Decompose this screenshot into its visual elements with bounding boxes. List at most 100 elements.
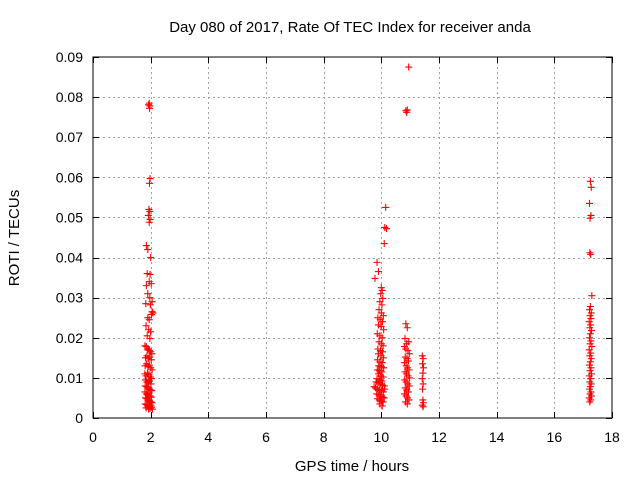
data-point <box>145 101 153 109</box>
data-point <box>142 322 150 330</box>
y-axis-label: ROTI / TECUs <box>6 190 23 286</box>
data-point <box>379 342 387 350</box>
data-point <box>588 327 596 335</box>
data-point <box>379 373 387 381</box>
data-point <box>378 348 386 356</box>
data-point <box>147 280 155 288</box>
x-tick-label: 2 <box>147 429 155 445</box>
data-points <box>141 63 596 413</box>
x-tick-label: 8 <box>320 429 328 445</box>
y-tick-label: 0.07 <box>56 129 83 145</box>
data-point <box>403 324 411 332</box>
data-point <box>401 335 409 343</box>
data-point <box>405 382 413 390</box>
x-tick-label: 14 <box>489 429 505 445</box>
data-point <box>146 207 154 215</box>
data-point <box>380 364 388 372</box>
data-point <box>402 320 410 328</box>
y-tick-label: 0.02 <box>56 330 83 346</box>
data-point <box>147 380 155 388</box>
data-point <box>142 300 150 308</box>
data-point <box>379 294 387 302</box>
data-point <box>147 386 155 394</box>
data-point <box>404 357 412 365</box>
x-tick-label: 18 <box>604 429 620 445</box>
data-point <box>585 318 593 326</box>
data-point <box>586 334 594 342</box>
data-point <box>383 225 391 233</box>
data-point <box>147 328 155 336</box>
x-tick-label: 6 <box>262 429 270 445</box>
data-point <box>405 366 413 374</box>
y-tick-label: 0 <box>75 410 83 426</box>
grid-lines <box>93 57 612 418</box>
data-point <box>405 63 413 71</box>
y-tick-label: 0.03 <box>56 290 83 306</box>
data-point <box>147 356 155 364</box>
x-tick-label: 16 <box>547 429 563 445</box>
x-tick-label: 10 <box>374 429 390 445</box>
data-point <box>400 359 408 367</box>
data-point <box>144 211 152 219</box>
data-point <box>377 290 385 298</box>
data-point <box>146 373 154 381</box>
data-point <box>379 312 387 320</box>
x-tick-label: 12 <box>431 429 447 445</box>
data-point <box>419 380 427 388</box>
data-point <box>419 385 427 393</box>
data-point <box>145 316 153 324</box>
y-tick-label: 0.09 <box>56 49 83 65</box>
data-point <box>405 350 413 358</box>
data-point <box>402 107 410 115</box>
data-point <box>403 400 411 408</box>
data-point <box>586 330 594 338</box>
plot-frame <box>92 56 613 419</box>
x-tick-label: 0 <box>89 429 97 445</box>
data-point <box>587 315 595 323</box>
x-tick-label: 4 <box>204 429 212 445</box>
y-tick-label: 0.01 <box>56 370 83 386</box>
data-point <box>586 177 594 185</box>
y-tick-label: 0.08 <box>56 89 83 105</box>
data-point <box>586 214 594 222</box>
data-point <box>148 298 156 306</box>
data-point <box>404 347 412 355</box>
data-point <box>373 258 381 266</box>
data-point <box>419 369 427 377</box>
data-point <box>146 301 154 309</box>
data-point <box>586 302 594 310</box>
data-point <box>380 394 388 402</box>
y-tick-label: 0.04 <box>56 250 83 266</box>
data-point <box>587 355 595 363</box>
chart-title: Day 080 of 2017, Rate Of TEC Index for r… <box>169 19 531 36</box>
data-point <box>371 274 379 282</box>
data-point <box>143 369 151 377</box>
data-point <box>419 364 427 372</box>
data-point <box>149 309 157 317</box>
data-point <box>378 334 386 342</box>
data-point <box>378 381 386 389</box>
data-point <box>403 106 411 114</box>
data-point <box>378 359 386 367</box>
data-point <box>144 246 152 254</box>
data-point <box>380 382 388 390</box>
data-point <box>142 242 150 250</box>
data-point <box>418 375 426 383</box>
data-point <box>586 398 594 406</box>
data-point <box>374 268 382 276</box>
y-tick-label: 0.05 <box>56 209 83 225</box>
axis-ticks: 0 2 4 6 8 10 12 14 16 18 0 0.01 0.02 0.03 0.04 0.05 0.06… <box>56 49 620 445</box>
data-point <box>145 218 153 226</box>
data-point <box>380 240 388 248</box>
data-point <box>378 318 386 326</box>
data-point <box>146 294 154 302</box>
data-point <box>381 385 389 393</box>
data-point <box>382 203 390 211</box>
data-point <box>586 199 594 207</box>
data-point <box>588 292 596 300</box>
data-point <box>418 401 426 409</box>
data-point <box>378 286 386 294</box>
data-point <box>379 354 387 362</box>
data-point <box>146 270 154 278</box>
data-point <box>148 366 156 374</box>
